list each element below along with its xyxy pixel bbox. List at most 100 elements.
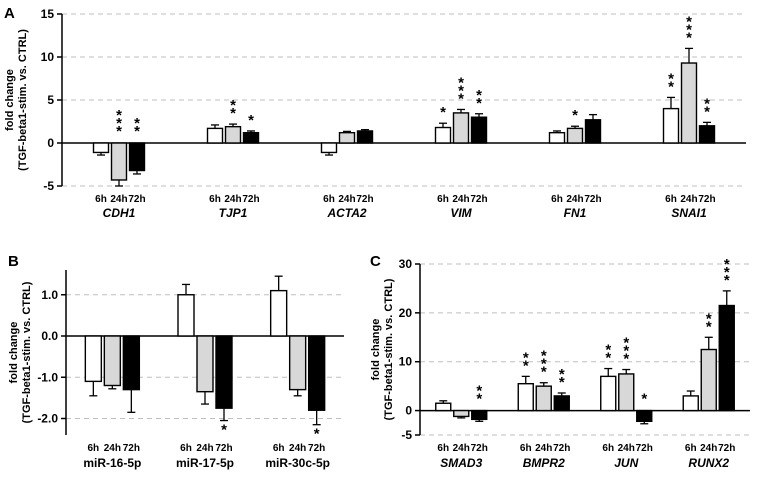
timepoint-label: 72h: [471, 443, 488, 454]
bar-6h-TJP1: [206, 127, 224, 144]
bar-24h-FN1: [566, 127, 584, 144]
significance-asterisk: *: [641, 391, 647, 408]
timepoint-label: 24h: [453, 443, 470, 454]
bar-6h-JUN: [600, 375, 617, 412]
timepoint-label: 24h: [452, 194, 469, 205]
category-label: BMPR2: [523, 456, 565, 470]
significance-asterisk: *: [541, 356, 547, 373]
significance-asterisk: *: [704, 95, 710, 112]
timepoint-label: 72h: [718, 443, 735, 454]
y-axis-title: (TGF-beta1-stim. vs. CTRL): [21, 281, 33, 423]
significance-asterisk: *: [668, 70, 674, 87]
significance-asterisk: *: [668, 78, 674, 95]
y-tick-label: 10: [399, 355, 413, 369]
bar-24h-ACTA2: [338, 131, 356, 144]
timepoint-label: 6h: [180, 443, 192, 454]
significance-asterisk: *: [724, 264, 730, 281]
timepoint-label: 72h: [584, 194, 601, 205]
timepoint-label: 24h: [566, 194, 583, 205]
y-tick-label: 0: [47, 136, 54, 150]
significance-asterisk: *: [230, 105, 236, 122]
y-tick-label: 5: [47, 93, 54, 107]
y-tick-label: 20: [399, 306, 413, 320]
significance-asterisk: *: [116, 107, 122, 124]
bar-24h-miR-17-5p: [196, 335, 214, 393]
timepoint-label: 24h: [110, 194, 127, 205]
significance-asterisk: *: [116, 115, 122, 132]
category-label: ACTA2: [326, 206, 366, 220]
significance-asterisk: *: [605, 350, 611, 367]
significance-asterisk: *: [221, 422, 227, 439]
y-tick-label: -2.0: [37, 412, 58, 426]
significance-asterisk: *: [476, 87, 482, 104]
significance-asterisk: *: [476, 383, 482, 400]
timepoint-label: 6h: [209, 194, 221, 205]
timepoint-label: 6h: [273, 443, 285, 454]
significance-asterisk: *: [248, 112, 254, 129]
timepoint-label: 24h: [224, 194, 241, 205]
timepoint-label: 6h: [95, 194, 107, 205]
significance-asterisk: *: [314, 426, 320, 443]
category-label: FN1: [564, 206, 587, 220]
significance-asterisk: *: [686, 29, 692, 46]
timepoint-label: 6h: [323, 194, 335, 205]
timepoint-label: 72h: [698, 194, 715, 205]
significance-asterisk: *: [458, 74, 464, 91]
bar-6h-ACTA2: [320, 142, 338, 154]
bar-6h-miR-30c-5p: [269, 289, 288, 337]
bar-6h-VIM: [434, 126, 452, 144]
significance-asterisk: *: [559, 374, 565, 391]
timepoint-label: 6h: [520, 443, 532, 454]
timepoint-label: 6h: [602, 443, 614, 454]
y-axis-title: fold change: [8, 322, 20, 384]
bar-6h-miR-16-5p: [84, 335, 103, 383]
timepoint-label: 6h: [665, 194, 677, 205]
timepoint-label: 6h: [437, 194, 449, 205]
significance-asterisk: *: [134, 123, 140, 140]
significance-asterisk: *: [623, 343, 629, 360]
significance-asterisk: *: [706, 310, 712, 327]
bar-6h-SMAD3: [435, 402, 452, 412]
panel-label: B: [8, 253, 19, 270]
significance-asterisk: *: [706, 318, 712, 335]
panel-label: A: [4, 5, 15, 22]
y-axis-title: fold change: [4, 69, 16, 131]
timepoint-label: 24h: [618, 443, 635, 454]
bar-72h-ACTA2: [356, 130, 374, 144]
bar-72h-FN1: [584, 119, 602, 144]
timepoint-label: 24h: [680, 194, 697, 205]
timepoint-label: 24h: [535, 443, 552, 454]
bar-24h-BMPR2: [535, 385, 552, 412]
significance-asterisk: *: [572, 107, 578, 124]
significance-asterisk: *: [686, 13, 692, 30]
significance-asterisk: *: [605, 342, 611, 359]
significance-asterisk: *: [476, 391, 482, 408]
significance-asterisk: *: [686, 21, 692, 38]
timepoint-label: 6h: [685, 443, 697, 454]
timepoint-label: 72h: [123, 443, 140, 454]
bar-6h-miR-17-5p: [177, 294, 195, 337]
bar-6h-SNAI1: [662, 107, 680, 144]
bar-72h-CDH1: [128, 142, 146, 172]
y-tick-label: 1.0: [41, 288, 58, 302]
category-label: TJP1: [219, 206, 248, 220]
significance-asterisk: *: [541, 348, 547, 365]
y-tick-label: 10: [41, 50, 55, 64]
bar-24h-CDH1: [110, 142, 128, 181]
bar-72h-miR-30c-5p: [307, 335, 326, 411]
significance-asterisk: *: [230, 97, 236, 114]
y-axis-title: fold change: [370, 319, 382, 381]
timepoint-label: 72h: [128, 194, 145, 205]
panel-a-gene-fold-change-chart: 151050-56h***24h**72hCDH16h**24h*72hTJP1…: [4, 5, 746, 220]
category-label: SMAD3: [440, 456, 482, 470]
significance-asterisk: *: [458, 90, 464, 107]
significance-asterisk: *: [116, 123, 122, 140]
significance-asterisk: *: [440, 104, 446, 121]
timepoint-label: 72h: [470, 194, 487, 205]
bar-24h-miR-30c-5p: [288, 335, 307, 391]
bar-24h-RUNX2: [700, 348, 717, 412]
timepoint-label: 72h: [553, 443, 570, 454]
y-tick-label: -5: [43, 179, 54, 193]
bar-72h-JUN: [636, 409, 653, 423]
